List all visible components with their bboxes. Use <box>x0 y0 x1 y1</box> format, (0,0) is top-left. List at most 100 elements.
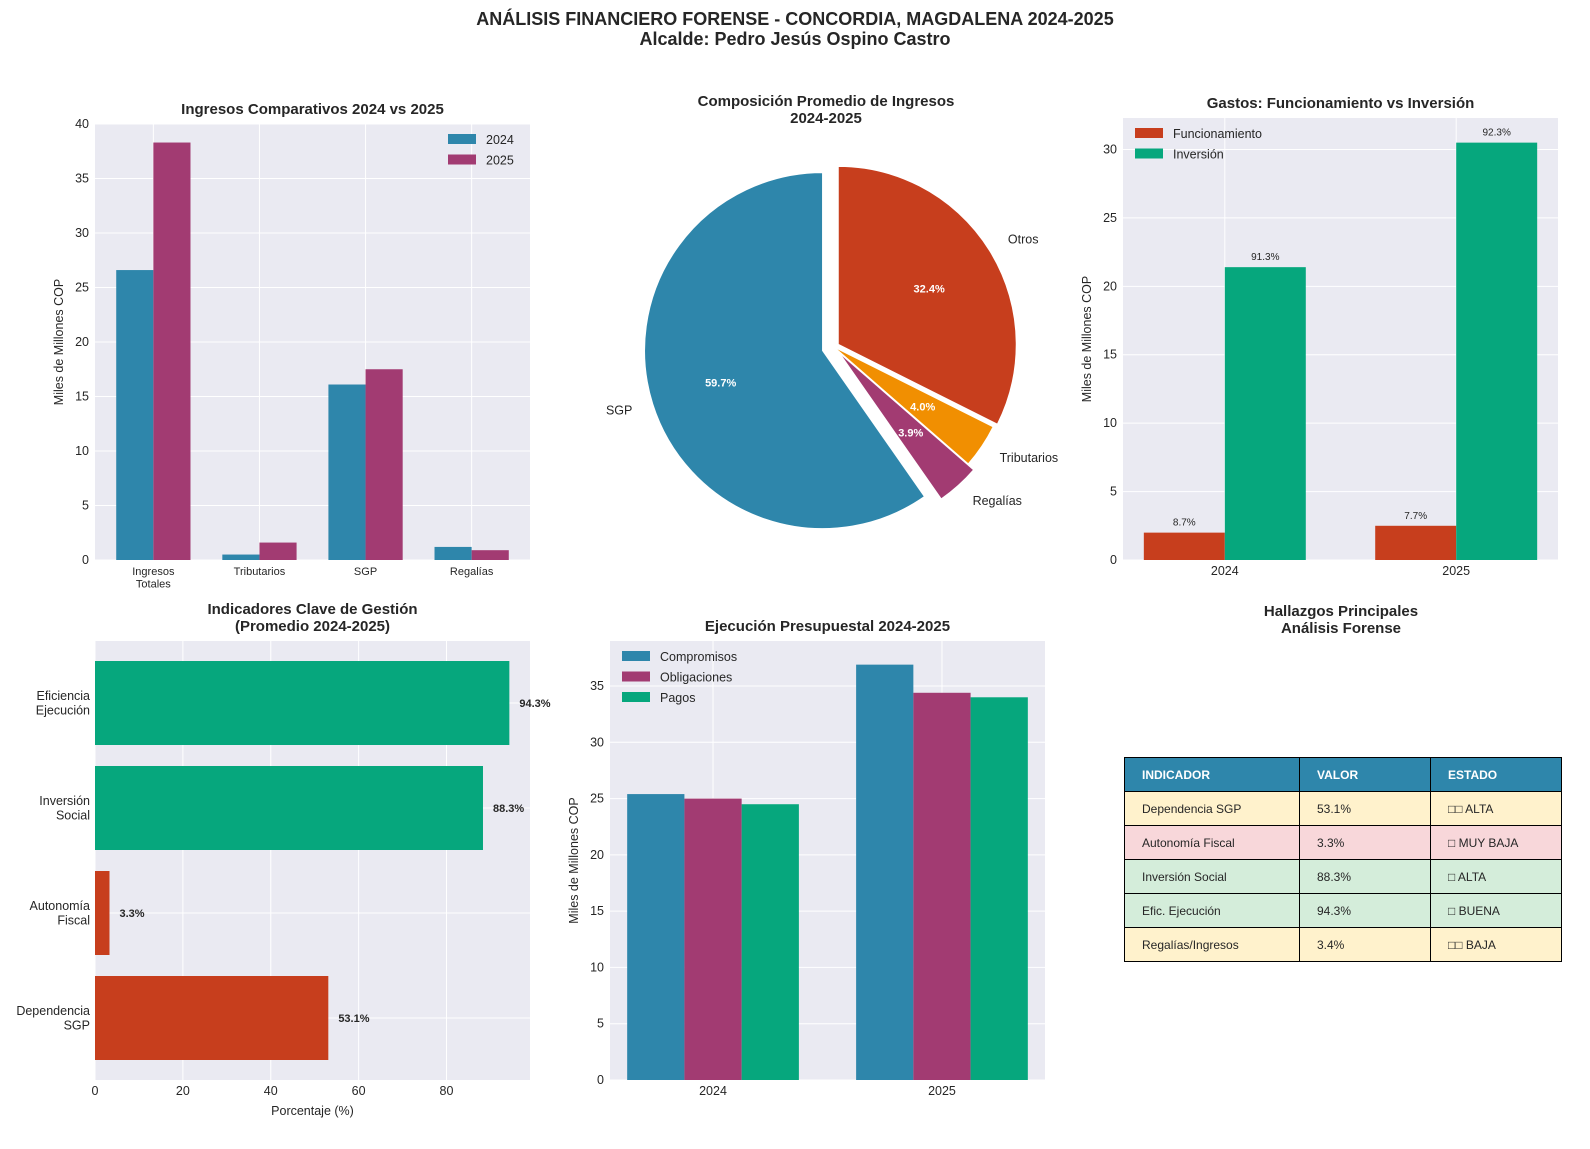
y-tick-label: 25 <box>590 792 604 806</box>
bar-2025 <box>365 369 403 560</box>
y-tick-label: 20 <box>590 848 604 862</box>
y-tick-label: 15 <box>1103 348 1117 362</box>
x-tick-label: SGP <box>354 566 377 578</box>
y-tick-label: 40 <box>75 117 89 131</box>
pie-pct-label: 3.9% <box>898 427 923 439</box>
y-tick-label: Eficiencia Ejecución <box>36 689 90 717</box>
pie-pct-label: 32.4% <box>914 283 945 295</box>
pie-label: Tributarios <box>1000 451 1059 465</box>
y-tick-label: 10 <box>1103 416 1117 430</box>
y-tick-label: 35 <box>75 172 89 186</box>
y-tick-label: 35 <box>590 679 604 693</box>
indicator-bar <box>95 976 329 1060</box>
legend-label: 2024 <box>486 133 514 147</box>
x-tick-label: 2025 <box>1442 564 1470 578</box>
y-axis-label: Miles de Millones COP <box>567 797 581 923</box>
bar-compromisos <box>627 794 685 1080</box>
table-cell: □ ALTA <box>1430 859 1562 894</box>
legend-label: Obligaciones <box>660 671 732 685</box>
bar-obligaciones <box>684 798 742 1080</box>
bar-value-label: 53.1% <box>338 1013 369 1025</box>
indicator-bar <box>95 661 510 745</box>
pie-pct-label: 4.0% <box>910 401 935 413</box>
legend-swatch <box>448 154 476 165</box>
table-cell: 88.3% <box>1299 859 1431 894</box>
bar-funcionamiento <box>1375 525 1457 560</box>
bar-value-label: 7.7% <box>1404 511 1427 522</box>
legend-label: Compromisos <box>660 650 737 664</box>
chart-title: Gastos: Funcionamiento vs Inversión <box>1207 95 1475 112</box>
y-axis-label: Miles de Millones COP <box>52 279 66 405</box>
bar-compromisos <box>856 664 914 1080</box>
table-cell: 53.1% <box>1299 791 1431 826</box>
table-cell: 94.3% <box>1299 893 1431 928</box>
bar-inversión <box>1456 142 1538 560</box>
table-header-row: INDICADOR VALOR ESTADO <box>1124 757 1562 792</box>
y-tick-label: 10 <box>75 444 89 458</box>
column-header: INDICADOR <box>1124 757 1300 792</box>
table-cell: Autonomía Fiscal <box>1124 825 1300 860</box>
y-tick-label: 20 <box>75 335 89 349</box>
table-row: Inversión Social 88.3% □ ALTA <box>1124 859 1562 894</box>
chart-title: Ingresos Comparativos 2024 vs 2025 <box>181 101 444 118</box>
pie-label: Otros <box>1008 233 1039 247</box>
bar-value-label: 3.3% <box>120 908 145 920</box>
chart-title: Indicadores Clave de Gestión <box>207 601 417 618</box>
table-cell: Dependencia SGP <box>1124 791 1300 826</box>
x-tick-label: 40 <box>264 1084 278 1098</box>
chart-title: Composición Promedio de Ingresos <box>698 93 955 110</box>
x-tick-label: Regalías <box>450 566 494 578</box>
bar-value-label: 94.3% <box>519 698 550 710</box>
table-cell: Inversión Social <box>1124 859 1300 894</box>
y-tick-label: Autonomía Fiscal <box>30 899 91 927</box>
table-cell: 3.3% <box>1299 825 1431 860</box>
legend-label: Inversión <box>1173 148 1224 162</box>
bar-inversión <box>1224 267 1306 560</box>
legend-swatch <box>622 671 650 682</box>
table-row: Regalías/Ingresos 3.4% □□ BAJA <box>1124 927 1562 962</box>
x-tick-label: 0 <box>92 1084 99 1098</box>
x-tick-label: Tributarios <box>234 566 286 578</box>
table-title: Análisis Forense <box>1281 620 1401 637</box>
table-cell: □□ ALTA <box>1430 791 1562 826</box>
y-tick-label: 30 <box>590 735 604 749</box>
y-tick-label: 25 <box>75 281 89 295</box>
bar-value-label: 88.3% <box>493 803 524 815</box>
table-cell: □ MUY BAJA <box>1430 825 1562 860</box>
x-tick-label: 20 <box>176 1084 190 1098</box>
bar-2025 <box>153 142 191 560</box>
pie-label: Regalías <box>973 494 1022 508</box>
legend-label: Funcionamiento <box>1173 127 1262 141</box>
column-header: ESTADO <box>1430 757 1562 792</box>
bar-funcionamiento <box>1143 532 1225 560</box>
pie-pct-label: 59.7% <box>705 378 736 390</box>
findings-table: INDICADOR VALOR ESTADO Dependencia SGP 53.1%… <box>1124 757 1562 962</box>
y-tick-label: 0 <box>82 553 89 567</box>
legend-swatch <box>1135 148 1163 159</box>
y-tick-label: 30 <box>1103 142 1117 156</box>
pie-slice-tributarios <box>833 346 994 465</box>
bar-2024 <box>434 546 472 560</box>
table-cell: □ BUENA <box>1430 893 1562 928</box>
table-row: Autonomía Fiscal 3.3% □ MUY BAJA <box>1124 825 1562 860</box>
pie-slice-regalías <box>838 352 975 500</box>
y-tick-label: 20 <box>1103 279 1117 293</box>
table-row: Efic. Ejecución 94.3% □ BUENA <box>1124 893 1562 928</box>
legend-label: Pagos <box>660 691 695 705</box>
legend-swatch <box>1135 128 1163 138</box>
legend-swatch <box>622 692 650 702</box>
indicator-bar <box>95 871 110 955</box>
x-tick-label: 2024 <box>1211 564 1239 578</box>
table-cell: Regalías/Ingresos <box>1124 927 1300 962</box>
chart-title: (Promedio 2024-2025) <box>235 618 390 635</box>
bar-obligaciones <box>913 692 971 1080</box>
y-tick-label: 5 <box>82 499 89 513</box>
bar-value-label: 91.3% <box>1251 252 1279 263</box>
table-row: Dependencia SGP 53.1% □□ ALTA <box>1124 791 1562 826</box>
table-cell: 3.4% <box>1299 927 1431 962</box>
y-tick-label: 15 <box>590 904 604 918</box>
x-tick-label: Ingresos Totales <box>132 566 175 591</box>
legend-swatch <box>448 134 476 144</box>
y-tick-label: 0 <box>597 1073 604 1087</box>
